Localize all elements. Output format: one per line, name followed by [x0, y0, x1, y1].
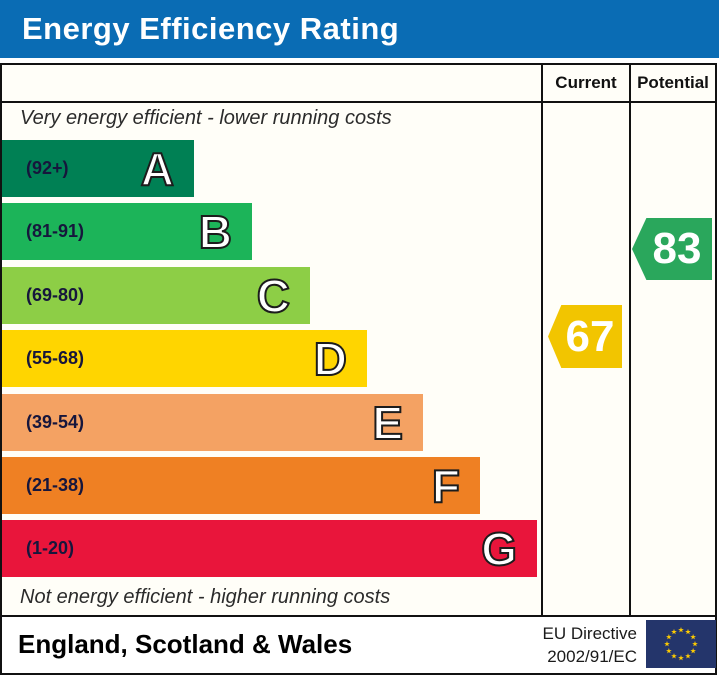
band-letter-f: F [431, 459, 461, 512]
band-range-e: (39-54) [26, 412, 85, 432]
column-divider-potential [629, 65, 631, 615]
band-range-b: (81-91) [26, 221, 85, 241]
current-column-header: Current [555, 73, 617, 92]
band-bar-d: (55-68) D [2, 330, 367, 387]
current-badge: 67 [548, 305, 622, 368]
eu-directive-line2: 2002/91/EC [547, 647, 637, 666]
band-row-d: (55-68) D [2, 327, 541, 390]
eu-directive-label: EU Directive 2002/91/EC [507, 622, 637, 668]
band-bar-a: (92+) A [2, 140, 194, 197]
chart-frame: Current Potential Very energy efficient … [0, 63, 717, 617]
header-underline [2, 101, 715, 103]
bottom-caption: Not energy efficient - higher running co… [20, 586, 391, 608]
band-row-b: (81-91) B [2, 200, 541, 263]
band-row-e: (39-54) E [2, 391, 541, 454]
eu-directive-line1: EU Directive [542, 624, 637, 643]
title-bar: Energy Efficiency Rating [0, 0, 719, 58]
footer-bar: England, Scotland & Wales EU Directive 2… [0, 617, 717, 675]
band-bar-c: (69-80) C [2, 267, 310, 324]
band-bar-e: (39-54) E [2, 394, 423, 451]
band-range-a: (92+) [26, 158, 69, 178]
potential-value: 83 [652, 224, 702, 273]
band-row-c: (69-80) C [2, 264, 541, 327]
band-bar-f: (21-38) F [2, 457, 480, 514]
column-divider-current [541, 65, 543, 615]
band-letter-b: B [198, 205, 233, 258]
band-range-f: (21-38) [26, 475, 85, 495]
band-letter-g: G [480, 522, 518, 575]
band-letter-d: D [313, 332, 348, 385]
band-range-g: (1-20) [26, 538, 75, 558]
band-letter-a: A [140, 142, 175, 195]
band-row-a: (92+) A [2, 137, 541, 200]
band-row-f: (21-38) F [2, 454, 541, 517]
band-letter-e: E [371, 396, 404, 449]
band-bar-g: (1-20) G [2, 520, 537, 577]
eu-flag-icon [646, 620, 716, 668]
current-value: 67 [565, 311, 615, 361]
band-letter-c: C [256, 269, 291, 322]
potential-badge: 83 [632, 218, 712, 280]
band-row-g: (1-20) G [2, 517, 541, 580]
band-range-d: (55-68) [26, 348, 85, 368]
top-caption: Very energy efficient - lower running co… [20, 107, 392, 129]
band-range-c: (69-80) [26, 285, 85, 305]
potential-column-header: Potential [637, 73, 709, 92]
region-label: England, Scotland & Wales [18, 628, 353, 659]
page-title: Energy Efficiency Rating [22, 11, 400, 46]
band-bar-b: (81-91) B [2, 203, 252, 260]
